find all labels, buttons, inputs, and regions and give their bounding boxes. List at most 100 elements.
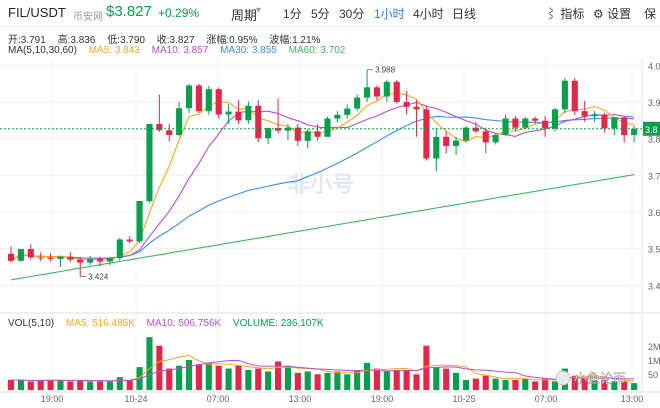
gear-icon: ⚙ bbox=[593, 7, 604, 21]
candle-body bbox=[17, 249, 24, 261]
ma-label[interactable]: MA(5,10,30,60) bbox=[8, 45, 77, 56]
volume-bar bbox=[581, 378, 588, 390]
volume-bar bbox=[17, 380, 24, 390]
ma5-value: MA5: 3.843 bbox=[88, 45, 140, 56]
volume-bar bbox=[383, 371, 390, 390]
volume-bar bbox=[413, 374, 420, 390]
settings-button[interactable]: ⚙ 设置 bbox=[593, 5, 631, 22]
volume-bar bbox=[334, 371, 341, 390]
ma5-line bbox=[10, 92, 635, 262]
candle-body bbox=[314, 131, 321, 137]
source-label: 币安网 bbox=[73, 12, 103, 23]
time-tick-label: 07:00 bbox=[207, 394, 230, 404]
candle-body bbox=[383, 81, 390, 97]
indicator-icon: ⌇ bbox=[545, 7, 558, 21]
volume-bar bbox=[482, 375, 489, 390]
candle-body bbox=[551, 109, 559, 129]
volume-bar bbox=[462, 380, 470, 390]
timeframe-1m[interactable]: 1分 bbox=[283, 7, 302, 21]
volume-bar bbox=[453, 372, 460, 390]
corner-watermark-text: 小鱼论币 bbox=[574, 371, 626, 387]
timeframe-5m[interactable]: 5分 bbox=[311, 7, 330, 21]
current-price-label: 3.8 bbox=[645, 125, 658, 135]
price-tick-label: 3.4 bbox=[648, 281, 660, 291]
volume-bar bbox=[205, 362, 212, 390]
period-dropdown[interactable]: 周期 bbox=[231, 8, 258, 23]
chart-axes: 4.0 3.9 3.8 3.7 3.6 3.5 3.4 19:00 10-24 07:00 13:0… bbox=[0, 61, 660, 404]
candle-body bbox=[611, 117, 618, 129]
price-tick-label: 3.5 bbox=[648, 245, 660, 255]
candle-body bbox=[462, 127, 470, 141]
candle-body bbox=[423, 109, 430, 159]
candle-body bbox=[532, 118, 539, 121]
volume-bar bbox=[215, 365, 222, 390]
candle-body bbox=[225, 111, 232, 115]
candle-body bbox=[601, 114, 608, 129]
candle-body bbox=[7, 253, 15, 261]
candle-body bbox=[116, 239, 123, 259]
candle-body bbox=[185, 85, 193, 109]
high-value: 高:3.836 bbox=[57, 35, 96, 46]
price-tick-label: 3.6 bbox=[648, 208, 660, 218]
ma-legend: MA(5,10,30,60) MA5: 3.843 MA10: 3.857 MA… bbox=[8, 45, 354, 56]
timeframe-1d[interactable]: 日线 bbox=[452, 7, 477, 21]
price-tick-label: 3.9 bbox=[648, 98, 660, 108]
candle-body bbox=[156, 124, 163, 131]
volume-bar bbox=[492, 378, 499, 390]
candle-body bbox=[631, 128, 638, 135]
candle-body bbox=[443, 136, 450, 146]
volume-ma10-line bbox=[11, 359, 635, 382]
price-tick-label: 3.7 bbox=[648, 171, 660, 181]
time-tick-label: 19:00 bbox=[41, 394, 64, 404]
volume-bar bbox=[542, 378, 549, 390]
time-tick-label: 10-24 bbox=[124, 394, 147, 404]
save-button[interactable]: 保 bbox=[644, 7, 657, 21]
candle-body bbox=[472, 127, 479, 132]
candle-body bbox=[591, 114, 598, 117]
volume-bar bbox=[621, 381, 628, 390]
volume-bar bbox=[344, 374, 351, 390]
open-value: 开:3.791 bbox=[8, 35, 46, 46]
volume-bar bbox=[67, 381, 74, 390]
volume-bar bbox=[284, 365, 292, 390]
volume-bars bbox=[7, 337, 638, 390]
candle-body bbox=[106, 258, 113, 262]
volume-legend: VOL(5,10) MA5: 516.485K MA10: 506.756K V… bbox=[8, 318, 333, 329]
indicator-button[interactable]: ⌇ 指标 bbox=[545, 5, 584, 22]
volume-bar bbox=[57, 380, 64, 390]
timeframe-1h[interactable]: 1小时 bbox=[374, 7, 405, 21]
vol-ma10-value: MA10: 506.756K bbox=[146, 318, 222, 329]
pair-symbol[interactable]: FIL/USDT bbox=[8, 5, 66, 20]
candle-body bbox=[255, 105, 262, 139]
volume-bar bbox=[601, 380, 608, 390]
candle-body bbox=[136, 201, 143, 242]
wechat-icon bbox=[555, 370, 571, 386]
ma30-value: MA30: 3.855 bbox=[220, 45, 277, 56]
timeframe-4h[interactable]: 4小时 bbox=[413, 7, 444, 21]
volume-bar bbox=[126, 380, 133, 390]
volume-bar bbox=[245, 370, 252, 390]
time-tick-label: 07:00 bbox=[535, 394, 558, 404]
candle-body bbox=[413, 106, 420, 110]
volume-bar bbox=[472, 378, 479, 390]
volume-ma5-line bbox=[11, 354, 635, 382]
vol-ma5-value: MA5: 516.485K bbox=[65, 318, 135, 329]
candle-body bbox=[57, 256, 64, 259]
volume-tick-label: 50 bbox=[648, 370, 658, 380]
candle-body bbox=[453, 140, 460, 146]
volume-bar bbox=[502, 380, 509, 390]
chevron-down-icon[interactable]: ▾ bbox=[256, 5, 262, 16]
moving-average-lines bbox=[10, 92, 635, 281]
top-toolbar: FIL/USDT 币安网 $3.827 +0.29% 周期 ▾ 1分 5分 30… bbox=[0, 0, 660, 27]
candle-body bbox=[324, 118, 331, 137]
volume-bar bbox=[591, 380, 598, 390]
vol-label[interactable]: VOL(5,10) bbox=[8, 318, 55, 329]
indicator-label: 指标 bbox=[560, 7, 585, 21]
close-value: 收:3.827 bbox=[156, 35, 195, 46]
candle-body bbox=[571, 80, 578, 112]
time-tick-label: 10-25 bbox=[452, 394, 475, 404]
timeframe-30m[interactable]: 30分 bbox=[339, 7, 365, 21]
min-price-label: 3.424 bbox=[88, 273, 109, 282]
volume-bar bbox=[156, 345, 163, 390]
